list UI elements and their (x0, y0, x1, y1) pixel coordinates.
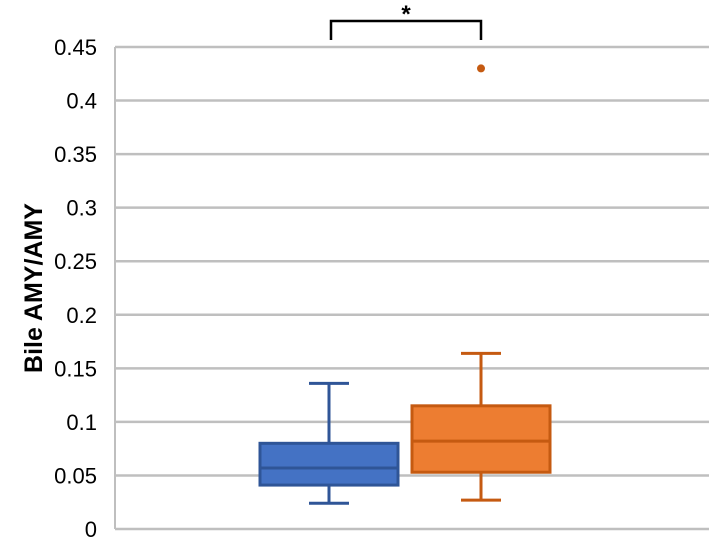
box-series-1 (258, 381, 400, 505)
y-tick-label: 0.1 (66, 410, 97, 435)
y-tick-label: 0.35 (54, 142, 97, 167)
significance-bracket (329, 19, 483, 40)
y-tick-label: 0.25 (54, 249, 97, 274)
box-series-2 (410, 64, 552, 502)
y-axis-label: Bile AMY/AMY (20, 203, 48, 373)
y-tick-label: 0.15 (54, 356, 97, 381)
y-tick-label: 0.2 (66, 303, 97, 328)
y-tick-label: 0 (85, 517, 97, 538)
y-tick-label: 0.4 (66, 89, 97, 114)
outlier-point (477, 64, 485, 73)
significance-star: * (401, 1, 411, 28)
box-iqr (410, 404, 552, 474)
y-tick-label: 0.05 (54, 463, 97, 488)
y-tick-label: 0.3 (66, 196, 97, 221)
y-tick-label: 0.45 (54, 35, 97, 60)
box-iqr (258, 441, 400, 487)
